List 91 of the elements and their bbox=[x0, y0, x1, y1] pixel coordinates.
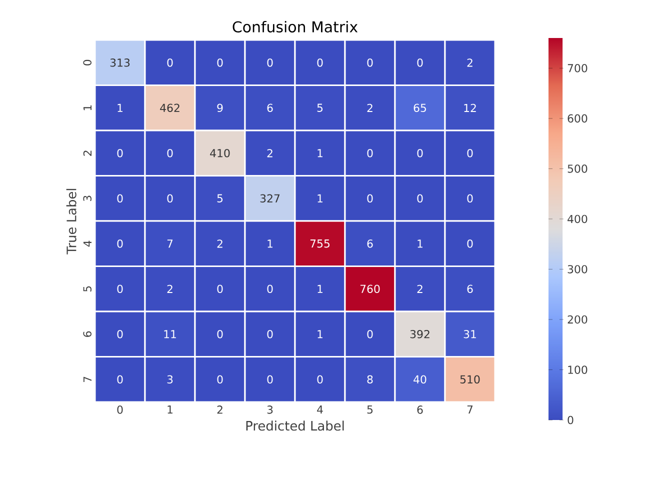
x-tick-label: 5 bbox=[367, 406, 373, 414]
data-label: 11 bbox=[164, 330, 176, 338]
data-label: 0 bbox=[417, 58, 423, 67]
data-label: 2 bbox=[367, 104, 372, 112]
data-label: 31 bbox=[464, 330, 476, 338]
data-label: 6 bbox=[367, 239, 373, 248]
x-tick-label: 3 bbox=[267, 406, 273, 414]
y-tick-label: 3 bbox=[83, 196, 92, 202]
color-bar-label: 600 bbox=[568, 114, 588, 123]
data-label: 6 bbox=[267, 104, 273, 112]
y-tick-label: 6 bbox=[83, 331, 92, 337]
data-label: 0 bbox=[217, 330, 223, 338]
y-tick-label: 4 bbox=[83, 240, 92, 247]
data-label: 510 bbox=[460, 375, 480, 384]
data-label: 1 bbox=[318, 149, 322, 158]
x-tick-label: 7 bbox=[467, 406, 473, 414]
y-tick-label: 2 bbox=[83, 150, 92, 156]
data-label: 0 bbox=[367, 148, 373, 158]
data-label: 2 bbox=[167, 284, 172, 293]
color-bar-label: 100 bbox=[568, 366, 588, 374]
data-label: 1 bbox=[268, 240, 272, 248]
y-tick-label: 1 bbox=[83, 105, 92, 110]
color-bar-label: 500 bbox=[568, 164, 588, 173]
data-label: 2 bbox=[467, 58, 472, 67]
x-tick-label: 1 bbox=[168, 406, 172, 414]
data-label: 327 bbox=[260, 194, 280, 203]
y-tick-label: 5 bbox=[83, 286, 92, 292]
data-label: 2 bbox=[217, 240, 222, 248]
x-axis-title: Predicted Label bbox=[246, 420, 344, 431]
data-label: 1 bbox=[318, 194, 322, 202]
color-bar-label: 300 bbox=[568, 265, 588, 274]
data-label: 2 bbox=[267, 149, 272, 158]
data-label: 0 bbox=[367, 58, 373, 67]
data-label: 40 bbox=[414, 375, 426, 384]
data-label: 0 bbox=[117, 239, 123, 248]
data-label: 313 bbox=[110, 58, 130, 67]
data-label: 0 bbox=[317, 58, 323, 67]
data-label: 0 bbox=[167, 194, 173, 203]
data-label: 0 bbox=[167, 58, 173, 67]
data-label: 1 bbox=[318, 330, 322, 338]
data-label: 12 bbox=[464, 104, 476, 112]
data-label: 2 bbox=[417, 284, 422, 293]
data-label: 0 bbox=[117, 375, 123, 384]
data-label: 0 bbox=[467, 239, 473, 248]
data-label: 9 bbox=[217, 104, 223, 112]
data-label: 3 bbox=[167, 375, 173, 384]
data-label: 0 bbox=[317, 375, 323, 384]
data-label: 5 bbox=[217, 194, 223, 202]
data-label: 0 bbox=[267, 375, 273, 384]
x-tick-label: 4 bbox=[317, 406, 323, 414]
data-label: 0 bbox=[267, 284, 273, 294]
data-label: 5 bbox=[317, 104, 323, 112]
x-tick-label: 0 bbox=[117, 406, 123, 414]
data-label: 410 bbox=[210, 148, 230, 158]
data-label: 0 bbox=[217, 58, 223, 67]
chart-title: Confusion Matrix bbox=[232, 20, 358, 33]
color-bar-label: 200 bbox=[568, 315, 588, 324]
data-label: 392 bbox=[410, 330, 430, 338]
y-axis-title: True Label bbox=[66, 188, 76, 254]
data-label: 6 bbox=[467, 284, 473, 294]
data-label: 0 bbox=[117, 148, 123, 158]
data-label: 0 bbox=[417, 148, 423, 158]
data-label: 8 bbox=[367, 375, 373, 384]
data-label: 0 bbox=[467, 148, 473, 158]
data-label: 0 bbox=[267, 330, 273, 338]
x-tick-label: 6 bbox=[417, 406, 423, 414]
data-label: 0 bbox=[367, 330, 373, 338]
color-bar-label: 0 bbox=[568, 416, 574, 424]
y-tick-label: 7 bbox=[83, 376, 92, 382]
color-bar-label: 400 bbox=[568, 214, 588, 224]
data-label: 0 bbox=[417, 194, 423, 203]
data-label: 0 bbox=[217, 284, 223, 294]
data-label: 0 bbox=[117, 284, 123, 294]
y-tick-label: 0 bbox=[83, 60, 92, 66]
data-label: 1 bbox=[418, 240, 422, 248]
data-label: 0 bbox=[467, 194, 473, 203]
data-label: 0 bbox=[217, 375, 223, 384]
data-label: 1 bbox=[118, 104, 122, 112]
data-label: 0 bbox=[117, 194, 123, 203]
data-label: 462 bbox=[160, 104, 180, 112]
data-label: 7 bbox=[167, 240, 173, 248]
color-bar-label: 700 bbox=[568, 64, 588, 72]
data-label: 1 bbox=[318, 284, 322, 293]
data-label: 0 bbox=[367, 194, 373, 203]
data-label: 0 bbox=[167, 148, 173, 158]
x-tick-label: 2 bbox=[217, 406, 222, 414]
data-label: 0 bbox=[267, 58, 273, 67]
data-label: 0 bbox=[117, 330, 123, 338]
data-label: 760 bbox=[360, 284, 380, 294]
data-label: 755 bbox=[310, 240, 330, 248]
data-label: 65 bbox=[414, 104, 426, 112]
